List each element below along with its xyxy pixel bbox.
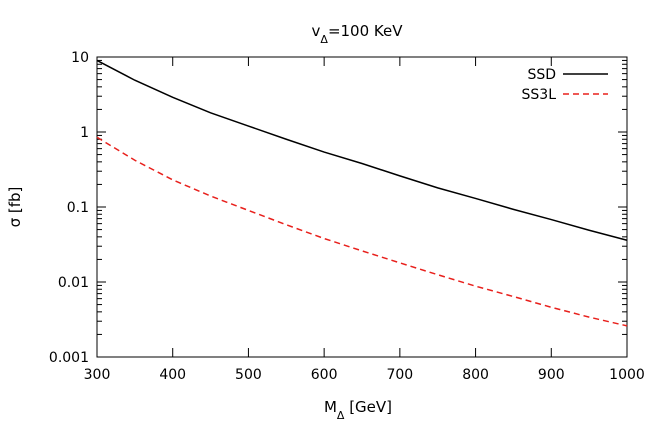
chart-title: vΔ=100 KeV: [312, 22, 404, 46]
x-axis-label: MΔ [GeV]: [324, 398, 392, 422]
chart-title-rest: =100 KeV: [328, 22, 403, 40]
y-tick-label: 1: [80, 125, 89, 141]
x-tick-label: 600: [311, 367, 338, 383]
y-tick-label: 0.001: [49, 350, 89, 366]
x-axis: 300 400 500 600 700 800 900 1000: [84, 57, 645, 383]
x-axis-label-sub: Δ: [337, 409, 345, 422]
x-tick-label: 500: [235, 367, 262, 383]
x-axis-label-main: M: [324, 398, 337, 416]
x-tick-label: 400: [159, 367, 186, 383]
y-axis-label: σ [fb]: [6, 187, 24, 228]
series-line-ssd: [96, 59, 628, 242]
series-line-ss3l: [96, 136, 628, 327]
x-axis-label-rest: [GeV]: [344, 398, 392, 416]
x-tick-label: 700: [386, 367, 413, 383]
x-tick-label: 800: [462, 367, 489, 383]
x-tick-label: 300: [84, 367, 111, 383]
y-tick-label: 0.1: [67, 200, 89, 216]
legend-entry-ssd: SSD: [527, 67, 556, 83]
y-tick-label: 0.01: [58, 275, 89, 291]
series-layer: [96, 59, 628, 327]
x-tick-label: 900: [538, 367, 565, 383]
legend: SSD SS3L: [522, 67, 608, 103]
chart-title-main: v: [312, 22, 321, 40]
legend-entry-ss3l: SS3L: [522, 87, 557, 103]
chart-title-sub: Δ: [320, 33, 328, 46]
y-tick-label: 10: [71, 50, 89, 66]
y-axis: 0.001 0.01 0.1 1 10: [49, 50, 627, 366]
x-tick-label: 1000: [609, 367, 645, 383]
